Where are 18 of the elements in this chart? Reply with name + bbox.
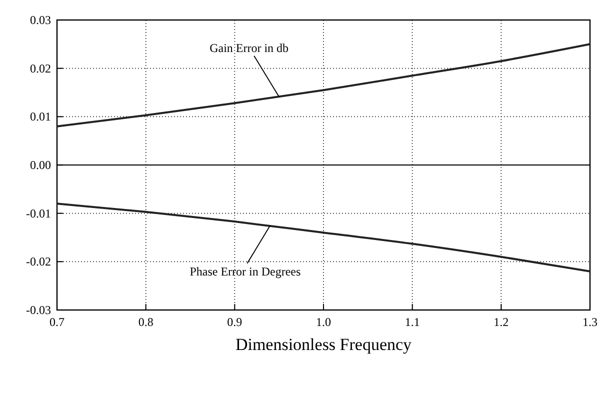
x-tick-label: 1.3 bbox=[582, 315, 598, 329]
x-axis-title: Dimensionless Frequency bbox=[235, 335, 412, 354]
x-tick-label: 1.0 bbox=[316, 315, 331, 329]
x-tick-label: 0.7 bbox=[50, 315, 64, 329]
annotation: Gain Error in db bbox=[210, 40, 289, 55]
x-tick-label: 0.8 bbox=[138, 315, 154, 329]
y-tick-label: 0.00 bbox=[30, 158, 51, 172]
y-tick-label: -0.03 bbox=[26, 303, 51, 317]
x-tick-label: 1.1 bbox=[404, 315, 420, 329]
y-tick-label: 0.02 bbox=[30, 61, 51, 76]
y-tick-label: 0.01 bbox=[30, 110, 51, 124]
line-series bbox=[56, 43, 591, 128]
y-tick-label: -0.02 bbox=[26, 254, 51, 269]
annotation: Phase Error in Degrees bbox=[190, 264, 302, 278]
y-tick-label: 0.03 bbox=[30, 13, 51, 27]
x-tick-label: 1.2 bbox=[494, 315, 509, 329]
y-tick-label: -0.01 bbox=[26, 206, 51, 220]
x-tick-label: 0.9 bbox=[227, 315, 242, 329]
